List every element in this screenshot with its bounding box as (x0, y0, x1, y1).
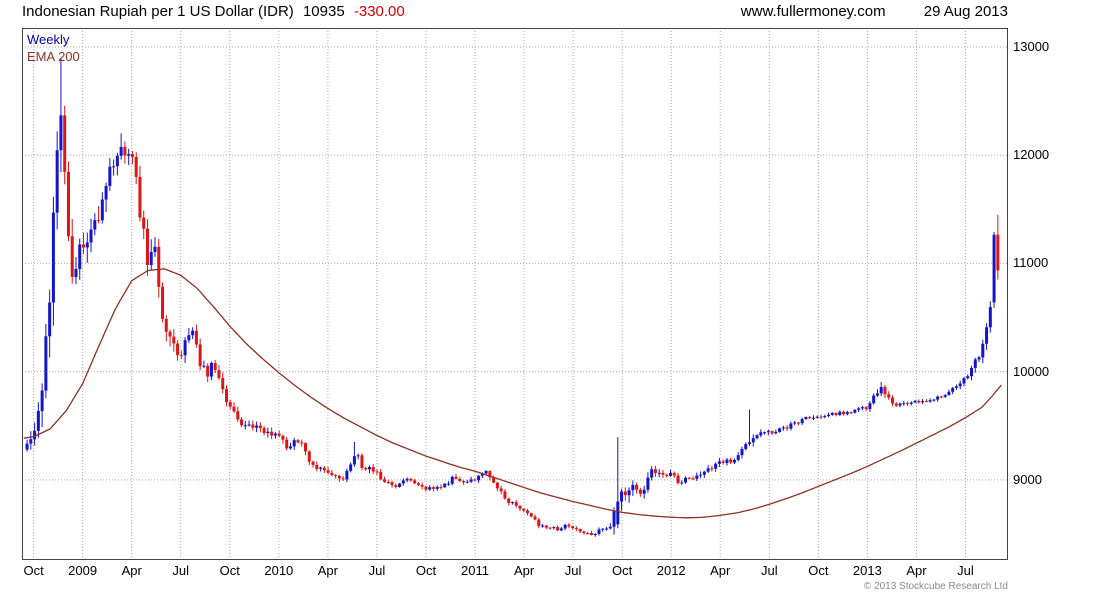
plot-area (22, 28, 1008, 560)
ema-label: EMA 200 (27, 49, 80, 64)
x-axis-label: Apr (906, 563, 927, 578)
ema-line (23, 268, 1002, 519)
website-text: www.fullermoney.com (740, 3, 886, 20)
x-axis-label: Jul (564, 563, 582, 578)
header-right: www.fullermoney.com 29 Aug 2013 (741, 3, 1008, 20)
last-price: 10935 (302, 3, 345, 20)
y-axis-label: 9000 (1013, 471, 1042, 487)
x-axis-label: Oct (219, 563, 240, 578)
x-axis-label: Jul (957, 563, 974, 578)
x-axis-label: Oct (808, 563, 829, 578)
price-change: -330.00 (353, 3, 405, 20)
date-text: 29 Aug 2013 (923, 3, 1008, 20)
y-axis-label: 13000 (1013, 38, 1050, 54)
candles (25, 57, 1000, 537)
title-block: Indonesian Rupiah per 1 US Dollar (IDR) … (22, 3, 410, 20)
chart-header: Indonesian Rupiah per 1 US Dollar (IDR) … (22, 3, 1008, 20)
x-axis-label: 2012 (656, 563, 686, 578)
x-axis-label: 2011 (461, 563, 489, 578)
x-axis-label: Oct (23, 563, 44, 578)
y-axis-label: 11000 (1013, 255, 1049, 271)
x-axis-label: Oct (415, 563, 437, 578)
x-axis-label: 2009 (68, 563, 98, 578)
chart-title: Indonesian Rupiah per 1 US Dollar (IDR) (22, 3, 294, 20)
y-axis-label: 12000 (1013, 147, 1050, 163)
candlestick-chart (22, 28, 1008, 560)
copyright-text: © 2013 Stockcube Research Ltd (863, 581, 1008, 592)
x-axis-label: Jul (368, 563, 386, 578)
x-axis-label: Apr (121, 563, 142, 578)
x-axis-label: Apr (513, 563, 535, 578)
x-axis-label: Oct (612, 563, 633, 578)
timeframe-label: Weekly (27, 32, 70, 47)
x-axis-label: Apr (710, 563, 731, 578)
x-axis-label: Apr (317, 563, 338, 578)
x-axis-label: Jul (172, 563, 190, 578)
plot-legend: Weekly EMA 200 (27, 31, 80, 65)
x-axis-label: 2013 (852, 563, 882, 578)
plot-border (22, 28, 1008, 560)
y-axis-label: 10000 (1013, 363, 1050, 379)
gridlines (22, 28, 1008, 560)
x-axis-label: 2010 (264, 563, 294, 578)
x-axis-label: Jul (760, 563, 778, 578)
